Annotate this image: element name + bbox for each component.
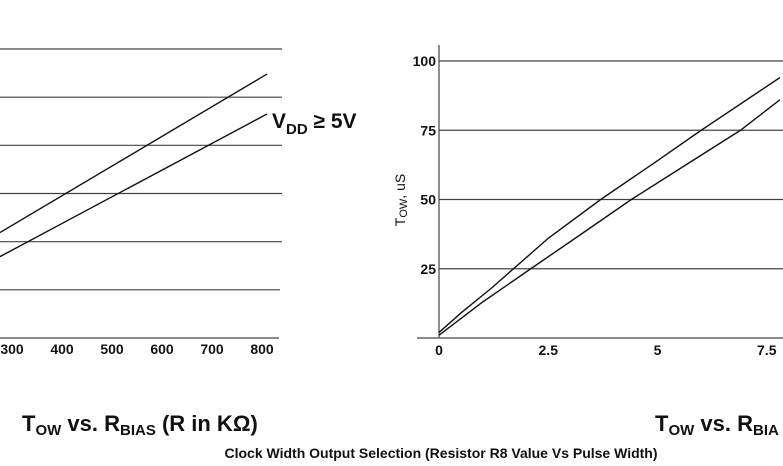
right-chart-title: TOW vs. RBIA <box>655 411 779 439</box>
x-tick-label: 600 <box>150 341 174 357</box>
y-tick-label: 75 <box>420 122 436 138</box>
series-line-2 <box>0 113 268 258</box>
x-tick-label: 0 <box>435 342 443 358</box>
x-tick-label: 500 <box>100 341 124 357</box>
x-tick-label: 400 <box>50 341 74 357</box>
series-line-1 <box>0 73 268 234</box>
y-tick-label: 25 <box>420 261 436 277</box>
figure-caption: Clock Width Output Selection (Resistor R… <box>224 445 657 461</box>
series-line-2 <box>438 99 781 336</box>
left-chart: 300 400 500 600 700 800 <box>0 48 282 357</box>
x-tick-label: 2.5 <box>539 342 559 358</box>
y-tick-label: 100 <box>413 53 437 69</box>
x-tick-label: 7.5 <box>757 342 777 358</box>
right-chart: 25 50 75 100 0 2.5 5 7.5 <box>413 45 783 358</box>
vdd-annotation: VDD ≥ 5V <box>272 110 357 138</box>
series-line-1 <box>438 77 781 333</box>
x-tick-label: 5 <box>654 342 662 358</box>
right-y-axis-label: TOW, uS <box>392 174 410 226</box>
y-tick-label: 50 <box>420 192 436 208</box>
left-chart-title: TOW vs. RBIAS (R in KΩ) <box>22 411 258 439</box>
x-tick-label: 800 <box>250 341 274 357</box>
x-tick-label: 700 <box>200 341 224 357</box>
x-tick-label: 300 <box>0 341 24 357</box>
